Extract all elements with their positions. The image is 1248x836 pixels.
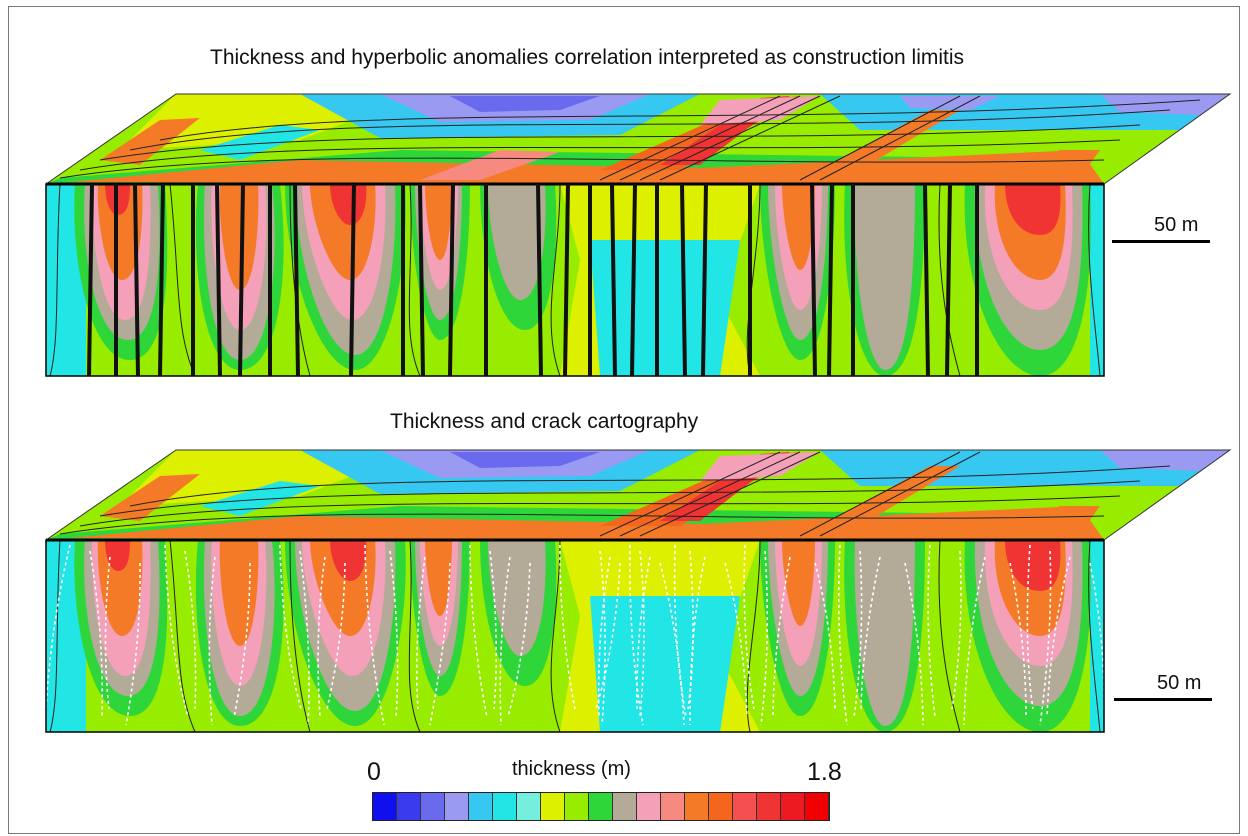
anomaly-line	[448, 183, 455, 377]
legend-swatch	[685, 793, 709, 820]
panel-1-top-contours	[59, 95, 1201, 181]
panel-2-scale-bar	[1114, 698, 1212, 701]
crack-line	[860, 556, 881, 710]
crack-line	[429, 562, 451, 726]
anomaly-line	[680, 183, 687, 377]
crack-line	[1046, 556, 1071, 718]
legend-swatch	[709, 793, 733, 820]
crack-line	[326, 562, 346, 710]
crack-line	[659, 562, 685, 726]
crack-line	[687, 550, 694, 710]
legend-swatch	[517, 793, 541, 820]
anomaly-line	[923, 183, 930, 377]
panel-2-front-contours	[49, 540, 1101, 732]
crack-line	[599, 550, 606, 726]
panel-2-scale-label: 50 m	[1157, 672, 1202, 694]
legend-swatch	[493, 793, 517, 820]
crack-line	[1039, 550, 1052, 726]
anomaly-line	[238, 183, 245, 377]
legend-title: thickness (m)	[512, 758, 631, 780]
crack-line	[597, 556, 611, 718]
legend-min-label: 0	[367, 758, 381, 786]
legend-swatch	[397, 793, 421, 820]
panel-1-title: Thickness and hyperbolic anomalies corre…	[210, 46, 965, 69]
anomaly-line	[563, 183, 570, 377]
legend-swatch	[805, 793, 829, 820]
panel-1-scale-bar	[1112, 240, 1210, 243]
legend-swatch	[733, 793, 757, 820]
crack-line	[299, 550, 310, 726]
crack-line	[364, 544, 385, 726]
crack-line	[689, 556, 706, 726]
legend-swatch	[661, 793, 685, 820]
panel-1-anomaly-lines	[87, 183, 979, 377]
anomaly-line	[418, 183, 425, 377]
anomaly-line	[158, 183, 165, 377]
crack-line	[853, 550, 863, 718]
crack-line	[837, 544, 848, 726]
crack-line	[415, 556, 426, 710]
anomaly-line	[610, 183, 617, 377]
anomaly-line	[701, 183, 708, 377]
legend-swatch	[565, 793, 589, 820]
panel-2-crack-lines	[46, 544, 1104, 726]
anomaly-line	[945, 183, 952, 377]
crack-line	[1026, 544, 1034, 710]
crack-line	[489, 550, 498, 710]
crack-line	[104, 556, 111, 710]
crack-line	[499, 556, 511, 726]
crack-line	[1009, 562, 1027, 718]
legend-max-label: 1.8	[807, 758, 842, 786]
legend-color-bar	[372, 792, 830, 821]
crack-line	[639, 550, 645, 718]
crack-line	[772, 556, 791, 718]
legend-swatch	[541, 793, 565, 820]
panel-1-front-face	[46, 184, 1104, 376]
legend-swatch	[637, 793, 661, 820]
crack-line	[927, 544, 936, 718]
panel-1-top-outline	[45, 93, 1232, 185]
crack-line	[743, 544, 755, 710]
legend-swatch	[757, 793, 781, 820]
crack-line	[389, 550, 399, 718]
legend-swatch	[589, 793, 613, 820]
crack-line	[951, 550, 962, 710]
legend-swatch	[613, 793, 637, 820]
panel-1-scale-label: 50 m	[1154, 214, 1199, 236]
panel-2-top-outline	[45, 449, 1232, 541]
legend-swatch	[373, 793, 397, 820]
legend-swatch	[781, 793, 805, 820]
anomaly-line	[630, 183, 637, 377]
panel-2-top-surface	[46, 450, 1230, 540]
legend-swatch	[421, 793, 445, 820]
crack-line	[904, 562, 924, 726]
anomaly-line	[827, 183, 834, 377]
crack-line	[1089, 562, 1104, 709]
crack-line	[673, 544, 687, 718]
crack-line	[208, 556, 216, 726]
crack-line	[317, 556, 326, 718]
anomaly-line	[133, 183, 140, 377]
anomaly-line	[215, 183, 222, 377]
anomaly-line	[810, 183, 817, 377]
panel-2-title: Thickness and crack cartography	[390, 410, 699, 433]
anomaly-line	[293, 183, 300, 377]
crack-line	[469, 544, 488, 718]
crack-line	[963, 556, 986, 726]
crack-line	[125, 562, 141, 726]
crack-line	[184, 550, 197, 710]
panel-2-front-face	[46, 540, 1104, 732]
crack-line	[559, 544, 576, 710]
anomaly-line	[349, 183, 356, 377]
crack-line	[89, 550, 104, 718]
panel-2-top-contours	[59, 451, 1171, 537]
anomaly-line	[536, 183, 543, 377]
crack-line	[507, 562, 531, 718]
anomaly-line	[87, 183, 94, 377]
legend-swatch	[469, 793, 493, 820]
legend-swatch	[445, 793, 469, 820]
panel-1-top-surface	[46, 94, 1230, 184]
